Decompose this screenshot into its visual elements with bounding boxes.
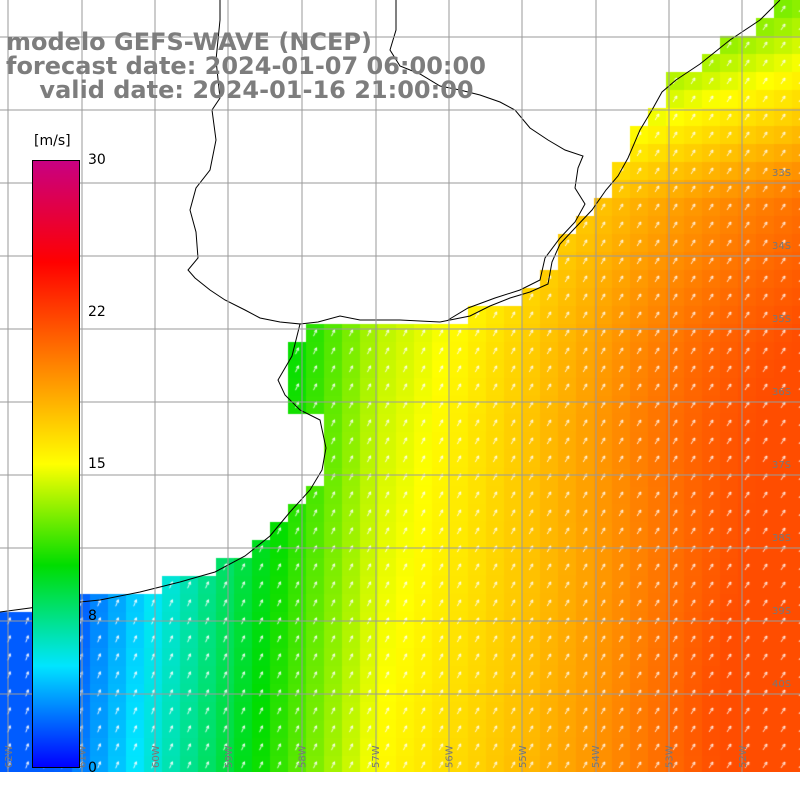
wind-map: 62W61W60W59W58W57W56W55W54W53W52W51W 33S…	[0, 0, 800, 772]
longitude-label: 58W	[298, 745, 309, 768]
latitude-label: 35S	[772, 314, 791, 325]
longitude-label: 57W	[371, 745, 382, 768]
longitude-label: 54W	[591, 745, 602, 768]
longitude-label: 62W	[4, 745, 15, 768]
latitude-label: 38S	[772, 533, 791, 544]
rio-de-la-plata-north	[299, 315, 441, 325]
latitude-label: 34S	[772, 241, 791, 252]
longitude-labels: 62W61W60W59W58W57W56W55W54W53W52W51W	[4, 745, 749, 768]
map-overlay: 62W61W60W59W58W57W56W55W54W53W52W51W 33S…	[0, 0, 800, 772]
coastline-west	[0, 0, 327, 613]
coastline	[0, 0, 781, 613]
latitude-label: 36S	[772, 387, 791, 398]
longitude-label: 61W	[77, 745, 88, 768]
longitude-label: 59W	[224, 745, 235, 768]
colorbar-tick-22: 22	[88, 304, 106, 320]
colorbar-tick-30: 30	[88, 152, 106, 168]
colorbar-tick-8: 8	[88, 608, 97, 624]
colorbar-tick-0: 0	[88, 760, 97, 776]
latitude-labels: 33S 34S 35S 36S 37S 38S 39S 40S	[772, 168, 791, 690]
latitude-label: 37S	[772, 460, 791, 471]
latitude-label: 33S	[772, 168, 791, 179]
latitude-label: 40S	[772, 679, 791, 690]
latitude-label: 39S	[772, 606, 791, 617]
wind-speed-field	[0, 0, 800, 772]
colorbar	[32, 160, 80, 768]
longitude-label: 56W	[444, 745, 455, 768]
coastline-east	[439, 0, 781, 323]
border-line	[389, 0, 586, 321]
lat-lon-grid	[0, 0, 800, 772]
longitude-label: 53W	[665, 745, 676, 768]
longitude-label: 52W	[738, 745, 749, 768]
colorbar-tick-15: 15	[88, 456, 106, 472]
longitude-label: 55W	[518, 745, 529, 768]
longitude-label: 60W	[151, 745, 162, 768]
colorbar-unit: [m/s]	[34, 133, 71, 149]
